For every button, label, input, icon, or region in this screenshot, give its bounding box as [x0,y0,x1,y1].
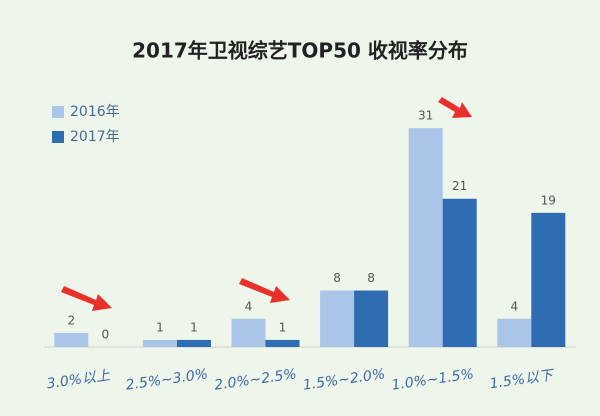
data-label: 8 [333,271,341,285]
data-label: 2 [67,313,75,327]
bar [320,290,355,347]
bar [142,339,177,347]
data-label: 4 [245,299,253,313]
arrows [61,97,472,311]
data-label: 8 [367,271,375,285]
bar [354,290,389,347]
bar [408,128,443,347]
bar [176,339,211,347]
data-label: 21 [452,179,467,193]
data-label: 31 [418,109,433,123]
data-label: 0 [101,328,109,342]
bar [531,212,566,347]
data-label: 1 [156,320,164,334]
bar [54,332,89,347]
arrow [61,286,112,311]
arrow [239,278,290,303]
data-label: 1 [279,320,287,334]
legend-swatch [52,131,64,143]
legend-swatch [52,106,64,118]
bar [231,318,266,347]
bar [497,318,532,347]
arrow [438,97,472,118]
data-label: 1 [190,320,198,334]
data-label: 19 [541,193,556,207]
data-label: 4 [510,299,518,313]
bar [265,339,300,347]
legend-label: 2016年 [70,104,120,120]
legend-label: 2017年 [70,129,120,145]
bar [442,198,477,347]
chart-title: 2017年卫视综艺TOP50 收视率分布 [132,39,468,63]
